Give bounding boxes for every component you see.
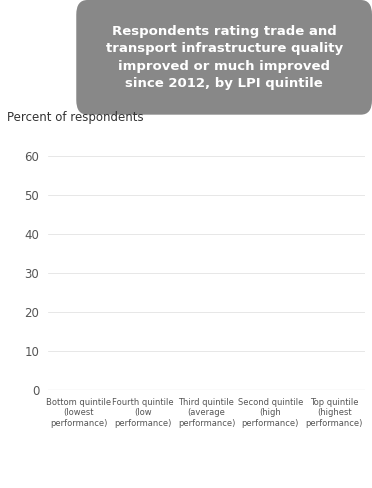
Text: Respondents rating trade and
transport infrastructure quality
improved or much i: Respondents rating trade and transport i… [106,24,343,90]
Text: Percent of respondents: Percent of respondents [7,111,144,124]
